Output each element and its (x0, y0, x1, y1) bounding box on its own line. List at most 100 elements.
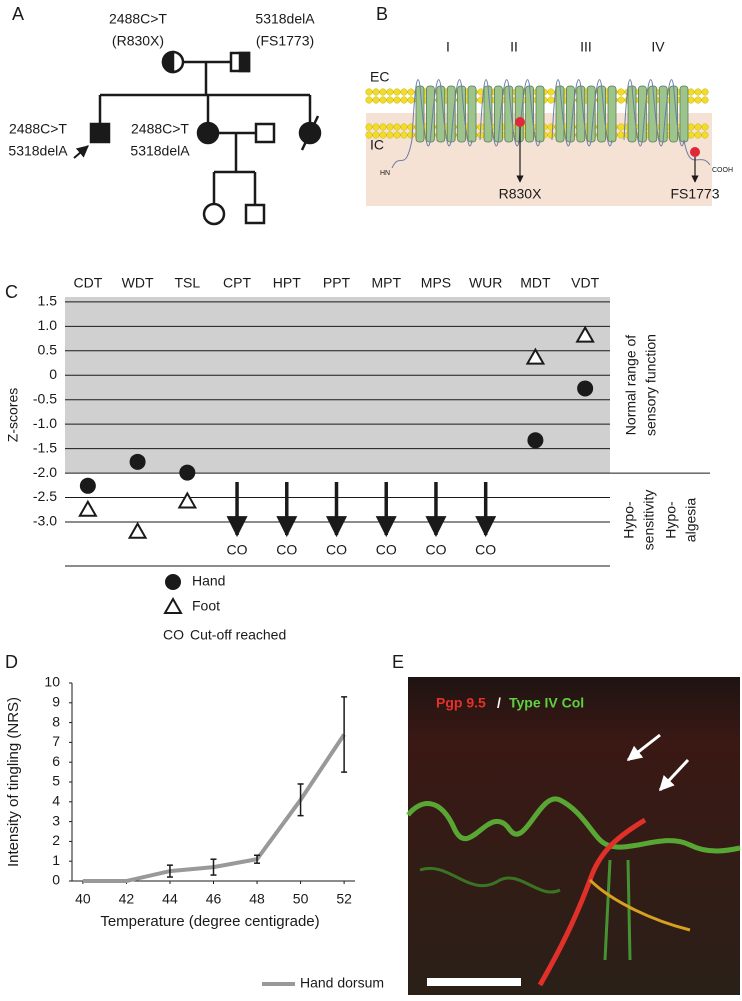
y-tick-label: 7 (52, 733, 60, 749)
lipid-head (547, 88, 555, 96)
annotation: Hypo- (663, 501, 679, 539)
lipid-head (393, 88, 401, 96)
lipid-head (400, 131, 408, 139)
y-tick-label: 0 (49, 366, 57, 382)
point (129, 453, 146, 470)
lipid-head (386, 88, 394, 96)
lipid-head (379, 123, 387, 131)
mutation-label: (FS1773) (256, 33, 314, 49)
domain-label: II (510, 39, 518, 55)
point (79, 477, 96, 494)
helix (679, 85, 689, 143)
lipid-head (407, 88, 415, 96)
y-tick-label: 6 (52, 753, 60, 769)
lipid-head (379, 88, 387, 96)
x-tick-label: WDT (122, 275, 154, 291)
annotation: Normal range of (623, 335, 639, 435)
y-tick-label: 8 (52, 713, 60, 729)
lipid-head (687, 96, 695, 104)
point (575, 325, 595, 343)
genotype-label: 5318delA (130, 143, 190, 159)
y-tick-label: 3 (52, 812, 60, 828)
cutoff-label: CO (276, 542, 297, 558)
lipid-head (694, 123, 702, 131)
y-tick-label: 0.5 (38, 342, 58, 358)
lipid-head (547, 131, 555, 139)
lipid-head (365, 131, 373, 139)
lipid-head (694, 88, 702, 96)
lipid-head (701, 88, 709, 96)
legend-label: Hand (192, 573, 225, 589)
x-tick-label: MPS (421, 275, 451, 291)
y-axis-label: Intensity of tingling (NRS) (5, 697, 22, 867)
lipid-head (372, 88, 380, 96)
legend-label: Foot (192, 598, 220, 614)
lipid-head (400, 88, 408, 96)
lipid-head (687, 123, 695, 131)
lipid-head (694, 131, 702, 139)
lipid-head (386, 123, 394, 131)
helix (566, 85, 575, 143)
helix (493, 85, 503, 143)
genotype-label: 2488C>T (9, 121, 67, 137)
panel-label: B (376, 4, 388, 24)
helix (607, 85, 617, 143)
mutation-label: 2488C>T (109, 11, 167, 27)
c-terminus: COOH (712, 167, 733, 174)
stain-label: Type IV Col (509, 695, 584, 711)
x-tick-label: 40 (75, 891, 91, 907)
annotation: algesia (683, 498, 699, 543)
x-tick-label: TSL (174, 275, 200, 291)
x-tick-label: 44 (162, 891, 178, 907)
loop (411, 79, 473, 147)
lipid-head (365, 88, 373, 96)
helix (658, 85, 668, 143)
cutoff-label: CO (376, 542, 397, 558)
legend-marker: CO (163, 627, 184, 643)
y-tick-label: 10 (44, 674, 60, 690)
point (577, 380, 594, 397)
stain-separator: / (497, 695, 501, 711)
cutoff-label: CO (227, 542, 248, 558)
annotation: Hypo- (621, 501, 637, 539)
y-tick-label: 0 (52, 872, 60, 888)
y-tick-label: -1.0 (33, 415, 57, 431)
point (525, 347, 546, 365)
y-tick-label: -3.0 (33, 513, 57, 529)
panel-label: C (5, 282, 18, 302)
helix (514, 85, 524, 143)
lipid-head (365, 123, 373, 131)
lipid-head (687, 88, 695, 96)
helix (467, 85, 477, 143)
y-tick-label: 1.0 (38, 317, 58, 333)
panel-label: A (12, 4, 24, 24)
point (177, 491, 198, 509)
genotype-label: 2488C>T (131, 121, 189, 137)
x-tick-label: PPT (323, 275, 351, 291)
point (527, 432, 544, 449)
y-tick-label: 9 (52, 694, 60, 710)
domain-label: I (446, 39, 450, 55)
loop (479, 79, 541, 147)
lipid-head (400, 96, 408, 104)
lipid-head (701, 123, 709, 131)
y-tick-label: 5 (52, 773, 60, 789)
y-tick-label: 1 (52, 852, 60, 868)
y-tick-label: 2 (52, 832, 60, 848)
normal-band (65, 297, 610, 474)
loop (551, 79, 613, 147)
lipid-head (379, 131, 387, 139)
error-bar (297, 783, 304, 817)
lipid-head (617, 131, 625, 139)
lipid-head (407, 131, 415, 139)
lipid-head (372, 131, 380, 139)
lipid-head (701, 131, 709, 139)
x-tick-label: 42 (119, 891, 135, 907)
mutation-label: (R830X) (112, 33, 164, 49)
lipid-head (687, 131, 695, 139)
mutation-site (690, 147, 700, 157)
y-tick-label: -0.5 (33, 390, 57, 406)
cutoff-label: CO (326, 542, 347, 558)
stain-label: Pgp 9.5 (436, 695, 486, 711)
ec-label: EC (370, 69, 389, 85)
